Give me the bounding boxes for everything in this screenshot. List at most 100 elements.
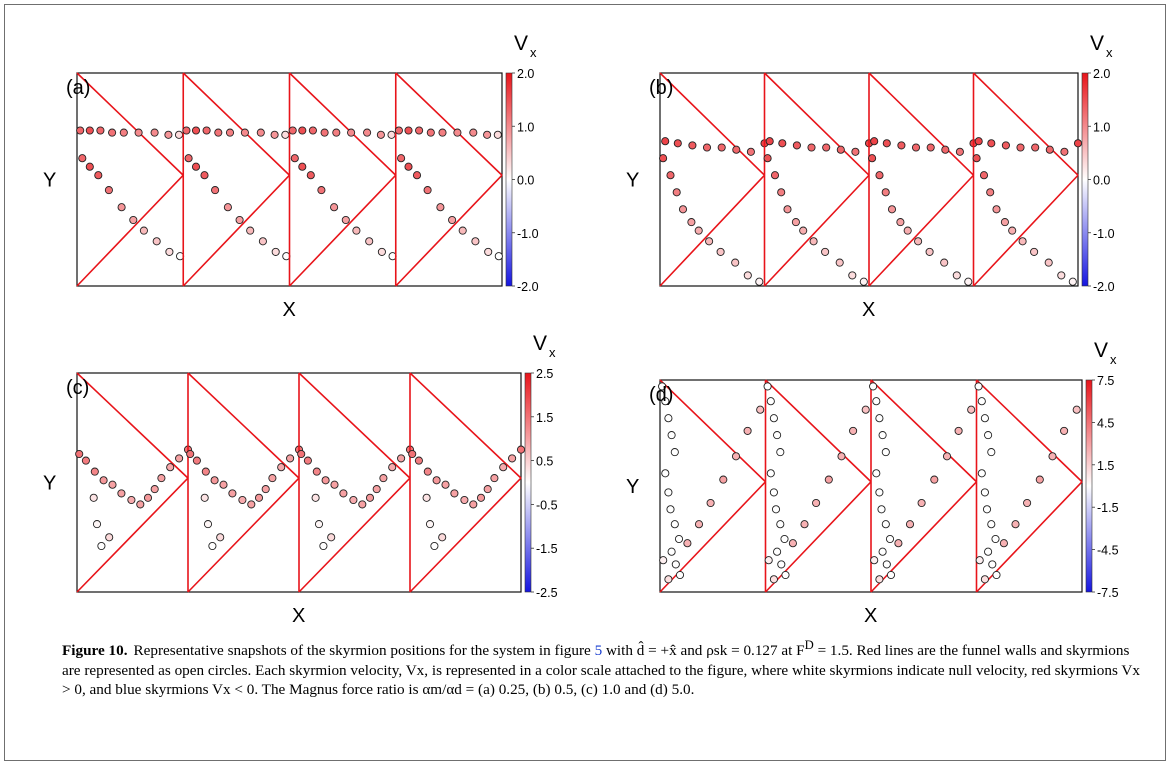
- skyrmion-marker: [379, 474, 388, 483]
- skyrmion-marker: [822, 143, 831, 152]
- skyrmion-marker: [706, 498, 715, 508]
- skyrmion-marker: [365, 493, 375, 502]
- colorbar-tick-label: 1.5: [536, 411, 553, 425]
- skyrmion-marker: [223, 203, 232, 212]
- skyrmion-marker: [136, 500, 145, 509]
- skyrmion-marker: [999, 539, 1008, 548]
- skyrmion-marker: [516, 445, 526, 454]
- figure-panels: (a) Y X V x 2.0 1.0 0.0 -1.0 -2.0 (b) Y X V x 2.0 1.0 0.0…: [43, 32, 1119, 627]
- skyrmion-marker: [438, 533, 447, 542]
- skyrmion-marker: [377, 247, 386, 256]
- skyrmion-marker: [436, 203, 445, 212]
- skyrmion-marker: [143, 493, 153, 502]
- skyrmion-marker: [967, 405, 976, 414]
- funnel-wall-upper: [975, 379, 1083, 483]
- panel-label: (b): [649, 77, 673, 99]
- skyrmion-marker: [974, 382, 983, 391]
- skyrmion-marker: [1008, 226, 1017, 235]
- skyrmion-marker: [984, 431, 993, 440]
- skyrmion-marker: [764, 556, 773, 565]
- funnel-wall-upper: [395, 72, 503, 176]
- skyrmion-marker: [1045, 145, 1054, 154]
- skyrmion-marker: [687, 218, 696, 227]
- skyrmion-marker: [228, 489, 237, 498]
- skyrmion-marker: [955, 147, 964, 156]
- colorbar-tick-label: 0.0: [517, 174, 534, 188]
- skyrmion-marker: [490, 474, 499, 483]
- caption-label: Figure 10.: [62, 642, 128, 660]
- skyrmion-marker: [290, 154, 299, 163]
- skyrmion-marker: [773, 547, 782, 556]
- figure-caption: Figure 10. Representative snapshots of th…: [62, 636, 1142, 700]
- skyrmion-marker: [716, 247, 725, 256]
- skyrmion-marker: [881, 448, 890, 457]
- skyrmion-marker: [766, 397, 775, 406]
- skyrmion-marker: [771, 505, 781, 514]
- skyrmion-marker: [975, 556, 984, 565]
- skyrmion-marker: [886, 570, 896, 580]
- skyrmion-marker: [781, 570, 790, 580]
- skyrmion-marker: [235, 215, 244, 225]
- funnel-wall-upper: [187, 372, 300, 479]
- skyrmion-marker: [201, 467, 210, 476]
- skyrmion-marker: [182, 126, 191, 135]
- colorbar: [505, 72, 513, 287]
- skyrmion-marker: [756, 405, 765, 414]
- skyrmion-marker: [152, 237, 161, 246]
- funnel-wall-upper: [764, 379, 872, 483]
- skyrmion-marker: [423, 467, 432, 476]
- skyrmion-marker: [238, 495, 247, 505]
- skyrmion-marker: [1057, 271, 1066, 280]
- skyrmion-marker: [483, 485, 492, 494]
- skyrmion-marker: [119, 128, 128, 137]
- colorbar-title: V: [514, 32, 528, 55]
- skyrmion-marker: [469, 500, 478, 509]
- skyrmion-marker: [861, 405, 870, 414]
- colorbar-tick-label: -7.5: [1097, 586, 1119, 600]
- skyrmion-marker: [659, 154, 668, 163]
- skyrmion-marker: [415, 126, 424, 135]
- skyrmion-marker: [90, 467, 99, 476]
- skyrmion-marker: [397, 454, 406, 463]
- skyrmion-marker: [200, 493, 209, 502]
- skyrmion-marker: [881, 520, 890, 529]
- skyrmion-marker: [992, 570, 1001, 580]
- x-axis-label: X: [862, 299, 875, 321]
- skyrmion-marker: [387, 130, 396, 139]
- skyrmion-marker: [694, 520, 704, 529]
- skyrmion-marker: [211, 186, 220, 195]
- skyrmion-marker: [791, 218, 800, 227]
- skyrmion-marker: [769, 575, 778, 584]
- colorbar-tick-label: -2.5: [536, 586, 558, 600]
- skyrmion-marker: [341, 215, 350, 225]
- skyrmion-marker: [766, 469, 775, 478]
- skyrmion-marker: [887, 205, 897, 214]
- skyrmion-marker: [441, 480, 450, 489]
- funnel-wall-upper: [288, 72, 397, 176]
- skyrmion-marker: [85, 162, 94, 171]
- panel-1: (b) Y X V x 2.0 1.0 0.0 -1.0 -2.0: [626, 32, 1115, 321]
- skyrmion-marker: [339, 489, 348, 498]
- skyrmion-marker: [664, 488, 673, 497]
- skyrmion-marker: [731, 452, 741, 461]
- skyrmion-marker: [763, 382, 772, 391]
- skyrmion-marker: [306, 171, 315, 180]
- skyrmion-marker: [240, 128, 249, 137]
- skyrmion-marker: [980, 488, 989, 497]
- colorbar-tick-label: 2.0: [517, 67, 534, 81]
- skyrmion-marker: [964, 277, 973, 286]
- skyrmion-marker: [982, 505, 992, 514]
- skyrmion-marker: [659, 556, 668, 565]
- skyrmion-marker: [769, 414, 778, 423]
- skyrmion-marker: [743, 426, 752, 435]
- skyrmion-marker: [941, 145, 950, 154]
- skyrmion-marker: [423, 186, 432, 195]
- skyrmion-marker: [821, 247, 830, 256]
- skyrmion-marker: [1073, 139, 1083, 148]
- skyrmion-marker: [157, 474, 166, 483]
- skyrmion-marker: [974, 137, 983, 146]
- skyrmion-marker: [372, 485, 381, 494]
- skyrmion-marker: [422, 493, 431, 502]
- skyrmion-marker: [191, 162, 201, 171]
- figure-reference-link[interactable]: 5: [594, 642, 603, 660]
